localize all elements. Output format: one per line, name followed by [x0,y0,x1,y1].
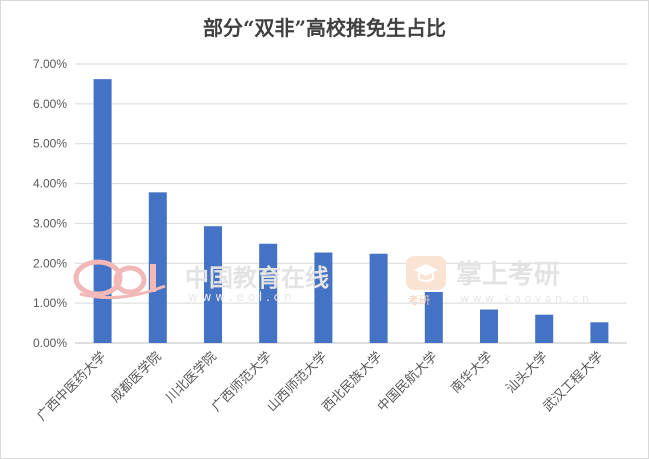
x-tick-label: 汕头大学 [503,349,551,397]
y-tick-label: 5.00% [33,137,67,151]
x-tick-label: 成都医学院 [107,349,164,406]
y-tick-label: 3.00% [33,216,67,230]
bar [93,79,112,343]
y-tick-label: 7.00% [33,57,67,71]
bar [424,291,443,343]
x-tick-label: 广西中医药大学 [34,349,110,425]
bar [314,252,333,343]
y-tick-label: 0.00% [33,336,67,350]
y-tick-label: 2.00% [33,256,67,270]
y-tick-label: 6.00% [33,97,67,111]
chart-title: 部分“双非”高校推免生占比 [202,16,446,40]
y-tick-label: 1.00% [33,296,67,310]
y-axis-ticks: 0.00% 1.00% 2.00% 3.00% 4.00% 5.00% 6.00% 7.00% [33,57,67,350]
x-tick-label: 川北医学院 [163,349,220,406]
x-tick-label: 南华大学 [448,349,496,397]
bar [535,314,554,343]
x-axis-labels: 广西中医药大学成都医学院川北医学院广西师范大学山西师范大学西北民族大学中国民航大… [34,349,606,425]
bar [148,192,167,343]
bar [369,253,388,343]
bar [204,226,222,343]
y-tick-label: 4.00% [33,177,67,191]
x-tick-label: 武汉工程大学 [540,349,606,415]
gridlines [75,63,627,344]
bar [480,309,498,343]
bar [259,243,278,343]
bar [590,322,609,343]
x-tick-label: 中国民航大学 [374,349,440,415]
